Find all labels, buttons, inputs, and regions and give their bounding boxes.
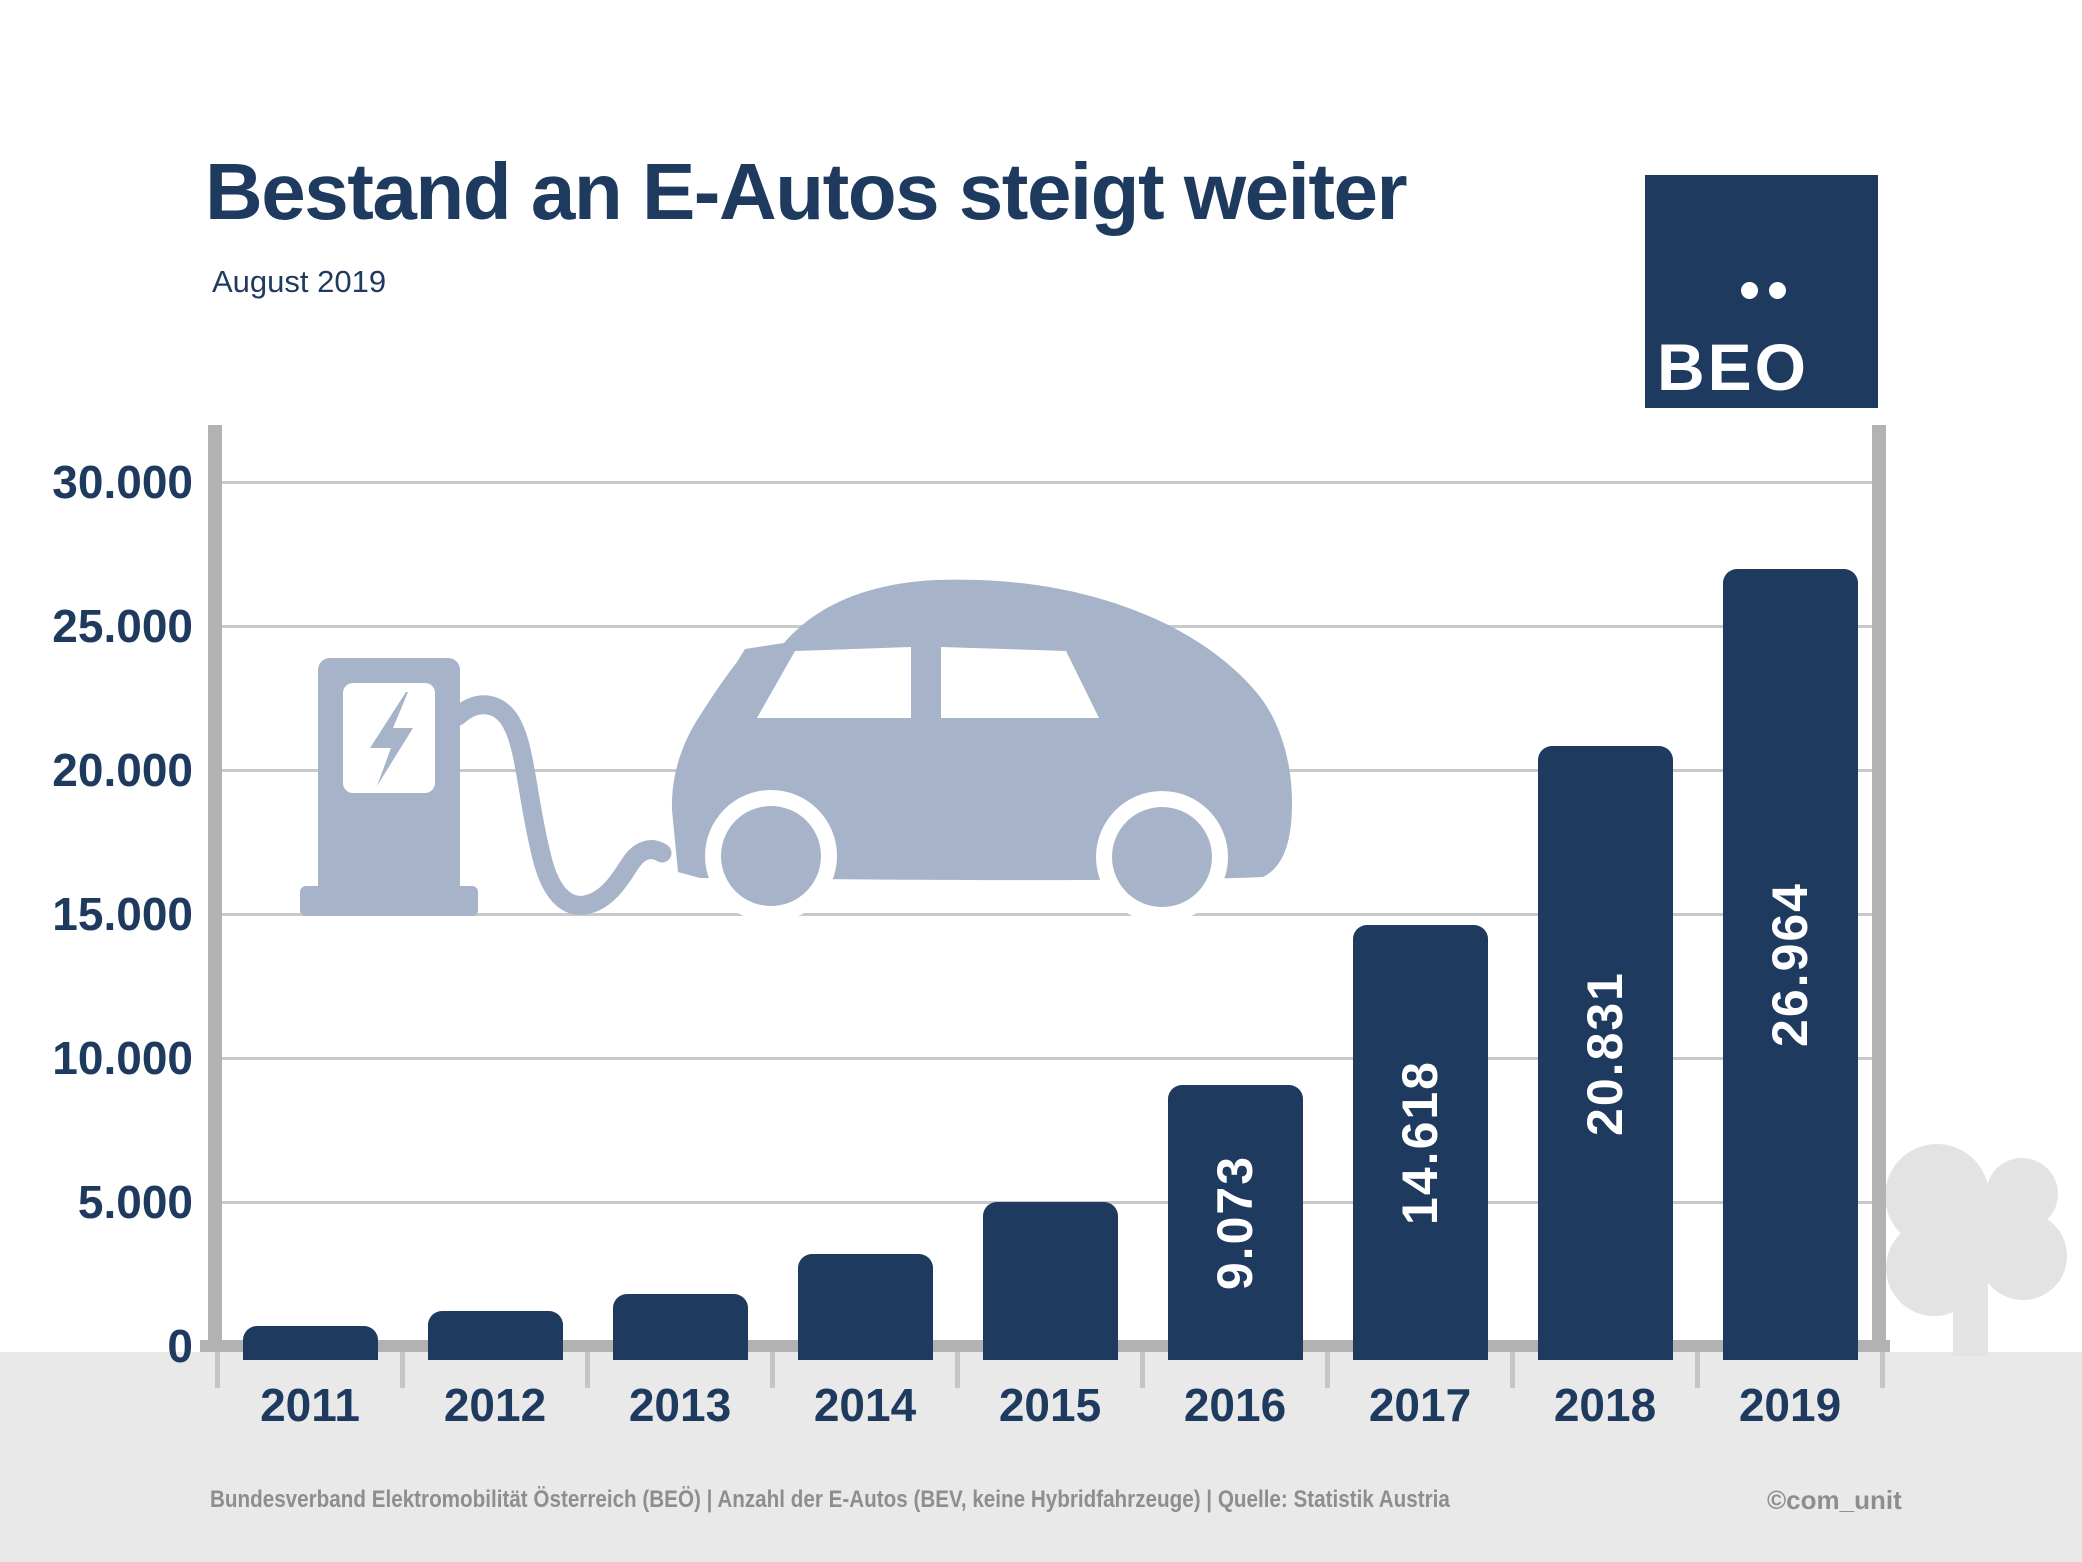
bar-2013 (612, 1294, 748, 1360)
charging-cable (448, 695, 672, 915)
y-tick-label-0: 0 (167, 1320, 193, 1372)
bar-2016: 9.073 (1167, 1084, 1303, 1360)
x-tick-label-2017: 2017 (1368, 1379, 1472, 1431)
page-title: Bestand an E-Autos steigt weiter (205, 147, 1408, 236)
charging-station-icon (300, 658, 672, 916)
x-tick-label-2014: 2014 (813, 1379, 917, 1431)
x-axis-tick (1510, 1352, 1515, 1388)
bar-value-label-2017: 14.618 (1392, 1060, 1448, 1225)
bar-2011 (242, 1325, 378, 1360)
y-tick-label-25.000: 25.000 (52, 600, 193, 652)
gridline-15.000 (222, 913, 1872, 916)
electric-car-side-icon (671, 579, 1292, 923)
gridline-30.000 (222, 481, 1872, 484)
lightning-bolt-icon (370, 692, 413, 786)
logo-text: BEO (1657, 330, 1810, 404)
y-tick-label-5.000: 5.000 (77, 1176, 193, 1228)
bottom-gray-band (0, 1352, 2082, 1562)
x-axis-tick (770, 1352, 775, 1388)
x-tick-label-2016: 2016 (1183, 1379, 1287, 1431)
x-axis-tick (215, 1352, 220, 1388)
umlaut-dots-icon (1741, 282, 1758, 299)
y-tick-label-20.000: 20.000 (52, 744, 193, 796)
bar-value-label-2016: 9.073 (1207, 1154, 1263, 1290)
x-tick-label-2011: 2011 (260, 1379, 360, 1431)
bar-2014 (797, 1253, 933, 1360)
umlaut-dots-icon (1769, 282, 1786, 299)
x-axis-tick (1140, 1352, 1145, 1388)
footer-source-text: Bundesverband Elektromobilität Österreic… (210, 1486, 1450, 1513)
footer-credit: ©com_unit (1767, 1485, 1902, 1515)
bar-value-label-2018: 20.831 (1577, 970, 1633, 1136)
bar-value-label-2019: 26.964 (1762, 882, 1818, 1048)
bar-2015 (982, 1202, 1118, 1360)
x-axis-tick (1880, 1352, 1885, 1388)
bar-2018: 20.831 (1537, 746, 1673, 1360)
x-axis-tick (400, 1352, 405, 1388)
beo-logo: BEO (1645, 175, 1878, 408)
x-axis-tick (955, 1352, 960, 1388)
x-axis-tick (1695, 1352, 1700, 1388)
x-axis-tick (585, 1352, 590, 1388)
y-axis-line (208, 425, 222, 1352)
y-tick-label-10.000: 10.000 (52, 1032, 193, 1084)
x-tick-label-2012: 2012 (443, 1379, 547, 1431)
x-tick-label-2015: 2015 (998, 1379, 1102, 1431)
right-axis-line (1872, 425, 1886, 1352)
tree-icon (1885, 1144, 2067, 1356)
y-tick-label-30.000: 30.000 (52, 456, 193, 508)
gridline-10.000 (222, 1057, 1872, 1060)
x-tick-label-2018: 2018 (1553, 1379, 1657, 1431)
x-axis-tick (1325, 1352, 1330, 1388)
subtitle-date: August 2019 (212, 264, 387, 299)
bar-2019: 26.964 (1722, 569, 1858, 1360)
x-tick-label-2013: 2013 (628, 1379, 732, 1431)
x-tick-label-2019: 2019 (1738, 1379, 1842, 1431)
bar-2012 (427, 1311, 563, 1360)
y-tick-label-15.000: 15.000 (52, 888, 193, 940)
bar-2017: 14.618 (1352, 925, 1488, 1360)
